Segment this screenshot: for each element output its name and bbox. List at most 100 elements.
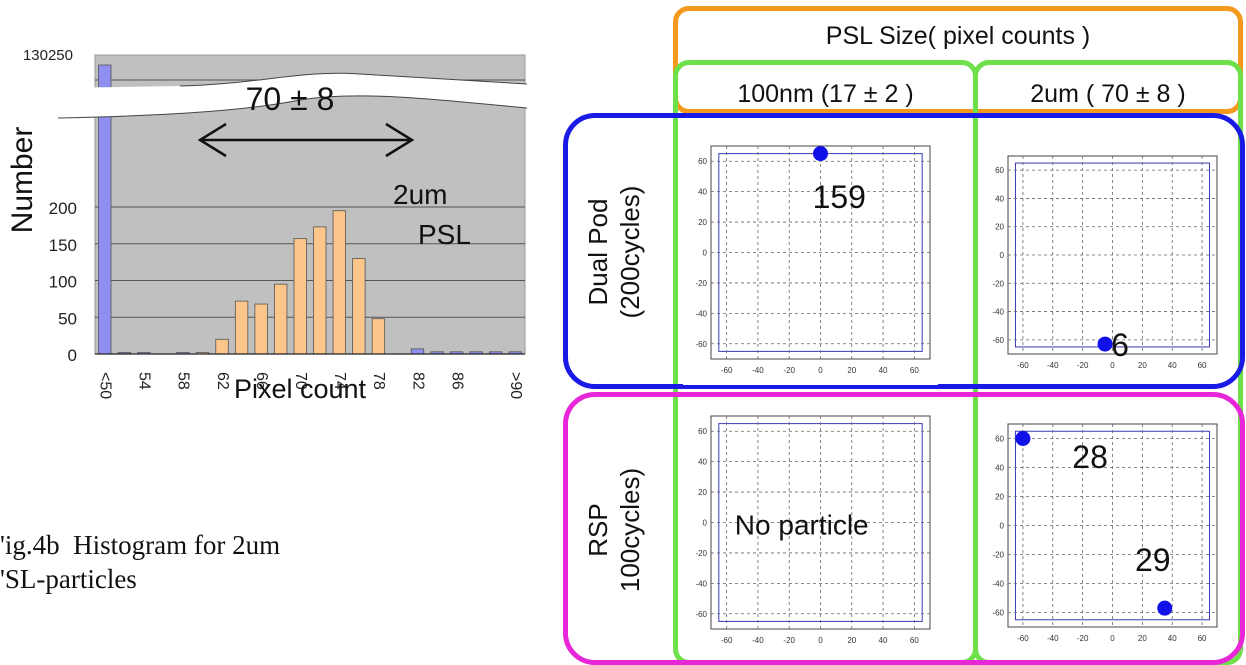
row-rsp-box xyxy=(563,392,1245,665)
y-tick-label: -60 xyxy=(992,609,1004,618)
caption-line-2: 'SL-particles xyxy=(0,564,137,594)
panel-count-label: 159 xyxy=(813,179,866,215)
y-tick-label: -40 xyxy=(992,580,1004,589)
row-label-rsp-line2: 100cycles) xyxy=(615,467,645,593)
histogram-bar xyxy=(410,348,425,355)
x-axis-title: Pixel count xyxy=(234,374,367,404)
y-tick-label: 0 xyxy=(1000,522,1005,531)
psl-size-header-box xyxy=(673,6,1243,114)
x-tick-label: 78 xyxy=(370,372,387,390)
figure-caption: 'ig.4b Histogram for 2um 'SL-particles xyxy=(0,528,320,596)
particle-map-rsp-2um: -60 -60 -40 -40 -20 -20 0 0 20 20 40 40 60 60 28 29 xyxy=(980,418,1225,653)
x-tick-label: 70 xyxy=(292,372,309,390)
particle-point xyxy=(1015,431,1031,446)
y-tick-label: -40 xyxy=(695,579,707,588)
particle-point xyxy=(813,146,828,162)
x-tick-label: <50 xyxy=(97,372,114,399)
y-tick-label: 40 xyxy=(995,464,1004,473)
annotation-range: 70 ± 8 xyxy=(246,81,335,117)
x-tick-label: 40 xyxy=(879,366,888,375)
caption-line-1: 'ig.4b Histogram for 2um xyxy=(0,530,281,560)
y-tick-label: 60 xyxy=(995,435,1004,444)
x-tick-label: 54 xyxy=(136,372,153,390)
x-tick-label: 20 xyxy=(847,366,856,375)
particle-map-dualpod-2um: -60 -60 -40 -40 -20 -20 0 0 20 20 40 40 60 60 6 xyxy=(980,150,1225,380)
x-tick-label: 60 xyxy=(910,366,919,375)
histogram-bar xyxy=(274,283,288,355)
histogram-bar xyxy=(313,226,327,355)
row-label-dual-pod-line1: Dual Pod xyxy=(583,198,613,306)
x-tick-label: -20 xyxy=(1077,361,1089,370)
y-tick-label: 200 xyxy=(49,199,77,218)
x-tick-label: 62 xyxy=(214,372,231,390)
column-header-2um: 2um ( 70 ± 8 ) xyxy=(1030,80,1186,108)
y-tick-label: -60 xyxy=(695,610,707,619)
particle-map-dualpod-2um-svg: -60 -60 -40 -40 -20 -20 0 0 20 20 40 40 60 60 6 xyxy=(992,155,1218,370)
y-tick-label: 150 xyxy=(49,236,77,255)
particle-map-rsp-100nm-svg: -60 -60 -40 -40 -20 -20 0 0 20 20 40 40 60 60 No parti… xyxy=(695,415,931,645)
psl-size-title: PSL Size( pixel counts ) xyxy=(825,22,1091,50)
particle-point xyxy=(1097,336,1113,352)
annotation-size: 2um xyxy=(393,179,447,210)
x-tick-label: 0 xyxy=(818,636,823,645)
x-tick-label: 60 xyxy=(910,636,919,645)
row-dual-pod-box xyxy=(563,113,1245,389)
x-tick-label: -20 xyxy=(1077,634,1089,643)
y-tick-label: -60 xyxy=(992,336,1004,345)
axis-break-edge xyxy=(57,72,528,119)
x-tick-label: 0 xyxy=(818,366,823,375)
histogram-bar xyxy=(293,238,307,355)
histogram-chart: 0 50 100 150 200 130250 <50 54 58 62 66 70 74 78 82 86 >… xyxy=(6,47,528,404)
x-tick-label: 40 xyxy=(1168,361,1177,370)
y-tick-label: -20 xyxy=(992,551,1004,560)
y-tick-label: 60 xyxy=(698,157,707,166)
y-tick-label: -20 xyxy=(695,279,707,288)
x-tick-label: -20 xyxy=(783,636,795,645)
particle-map-dualpod-100nm-svg: -60 -60 -40 -40 -20 -20 0 0 20 20 40 40 60 60 159 xyxy=(695,145,931,375)
x-tick-label: -60 xyxy=(721,366,733,375)
panel-count-label: 28 xyxy=(1072,439,1108,475)
x-tick-label: -40 xyxy=(752,366,764,375)
x-tick-label: -40 xyxy=(752,636,764,645)
x-tick-label: -60 xyxy=(1017,361,1029,370)
y-tick-label: 0 xyxy=(703,519,708,528)
x-tick-label: -60 xyxy=(1017,634,1029,643)
x-tick-label: 20 xyxy=(847,636,856,645)
y-tick-label: 20 xyxy=(995,493,1004,502)
y-tick-label: 0 xyxy=(1000,251,1005,260)
x-tick-label: 0 xyxy=(1110,361,1115,370)
histogram-bar xyxy=(352,258,366,355)
histogram-bar xyxy=(234,300,249,355)
x-tick-label: 60 xyxy=(1198,361,1207,370)
range-arrow-right-head xyxy=(385,122,415,158)
x-tick-label: 20 xyxy=(1138,361,1147,370)
y-axis-title: Number xyxy=(6,127,39,234)
x-tick-label: -60 xyxy=(721,636,733,645)
x-tick-label: 0 xyxy=(1110,634,1115,643)
y-tick-label: -60 xyxy=(695,340,707,349)
particle-map-dualpod-100nm: -60 -60 -40 -40 -20 -20 0 0 20 20 40 40 60 60 159 xyxy=(683,140,938,385)
row-label-rsp-line1: RSP xyxy=(583,503,613,557)
y-tick-label: 40 xyxy=(698,188,707,197)
y-tick-label: 100 xyxy=(49,273,77,292)
y-tick-label: 40 xyxy=(698,458,707,467)
column-header-100nm: 100nm (17 ± 2 ) xyxy=(737,80,914,108)
y-tick-label-break: 130250 xyxy=(23,47,73,64)
x-tick-label: -40 xyxy=(1047,361,1059,370)
x-tick-label: 20 xyxy=(1138,634,1147,643)
annotation-material: PSL xyxy=(418,219,471,250)
histogram-bar xyxy=(254,303,268,355)
row-label-rsp: RSP 100cycles) xyxy=(582,450,648,610)
row-label-dual-pod-line2: (200cycles) xyxy=(615,185,645,319)
x-tick-label: 74 xyxy=(331,372,348,390)
y-tick-label: 0 xyxy=(68,346,77,365)
histogram-bar xyxy=(371,318,386,355)
particle-point xyxy=(1157,600,1173,616)
histogram-bar xyxy=(332,210,346,355)
y-tick-label: 40 xyxy=(995,194,1004,203)
x-tick-label: >90 xyxy=(507,372,524,399)
axis-break-band xyxy=(58,73,527,118)
particle-map-rsp-100nm: -60 -60 -40 -40 -20 -20 0 0 20 20 40 40 60 60 No parti… xyxy=(683,410,938,655)
y-tick-label: -20 xyxy=(992,279,1004,288)
panel-count-label: 6 xyxy=(1111,327,1129,363)
